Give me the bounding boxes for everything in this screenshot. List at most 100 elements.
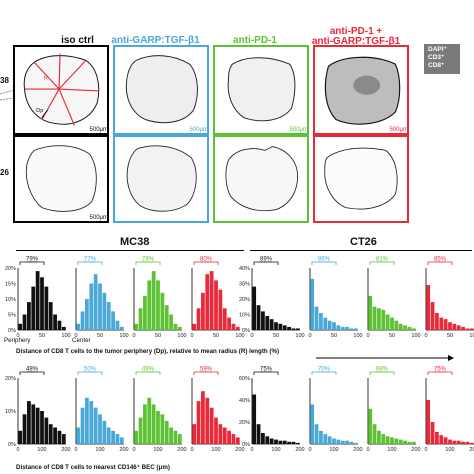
histogram-bar	[327, 436, 332, 444]
histogram-bar	[336, 325, 341, 330]
histogram-bar	[48, 424, 53, 444]
xtick-label: 0	[424, 447, 427, 453]
xtick-label: 200	[119, 447, 128, 453]
xtick-label: 50	[331, 333, 337, 339]
histogram-bar	[430, 302, 435, 330]
percent-bracket	[77, 371, 103, 375]
histogram-bar	[336, 439, 341, 444]
histogram-bar	[314, 306, 319, 330]
ytick-label: 20%	[239, 420, 250, 426]
xtick-label: 50	[447, 333, 453, 339]
histogram-bar	[291, 328, 296, 330]
histogram-bar	[173, 430, 178, 444]
histogram-bar	[22, 414, 27, 444]
histogram-bar	[269, 438, 274, 444]
histogram-bar	[411, 441, 416, 444]
scalebar-1: 500μm	[89, 127, 108, 133]
histogram-bar	[111, 430, 115, 444]
percent-bracket	[369, 261, 395, 265]
percent-label: 89%	[260, 257, 273, 263]
ytick-label: 60%	[239, 376, 250, 382]
histogram-bar	[353, 328, 358, 330]
histogram-bar	[119, 326, 124, 330]
xtick-label: 200	[411, 447, 420, 453]
histogram-bar	[205, 397, 210, 444]
histogram-bar	[340, 440, 345, 444]
ytick-label: 40%	[239, 266, 250, 272]
histogram-bar	[134, 323, 139, 330]
histogram-bar	[18, 430, 23, 444]
xtick-label: 0	[308, 333, 311, 339]
ytick-label: 20%	[5, 266, 16, 272]
histogram-bar	[18, 323, 23, 330]
xtick-label: 0	[16, 333, 19, 339]
tile-mc38-pd1	[213, 45, 309, 135]
histogram-bar	[381, 309, 386, 330]
histogram-bar	[340, 326, 345, 330]
histogram-bar	[452, 323, 457, 330]
scalebar-5: 500μm	[89, 215, 108, 221]
ytick-label: 20%	[5, 376, 16, 382]
percent-bracket	[427, 261, 453, 265]
histogram-bar	[269, 319, 274, 330]
histogram-bar	[368, 408, 373, 444]
histogram-bar	[282, 325, 287, 330]
model-divider-mc38	[16, 250, 244, 251]
iso-label-r: R	[44, 75, 48, 81]
histogram-bar	[31, 286, 36, 330]
xtick-label: 100	[177, 333, 186, 339]
histogram-bar	[381, 434, 386, 444]
histogram-bar	[27, 302, 31, 330]
histogram-bar	[93, 407, 98, 444]
histogram-bar	[209, 271, 214, 330]
percent-label: 75%	[260, 367, 273, 373]
histogram-bar	[192, 424, 197, 444]
histogram-bar	[169, 427, 173, 444]
col-title-garp: anti-GARP:TGF-β1	[111, 35, 200, 46]
histogram-bar	[173, 323, 178, 330]
tile-ct26-pd1	[213, 135, 309, 223]
histogram-bar	[40, 411, 44, 444]
histogram-bar	[134, 430, 139, 444]
histogram-bar	[469, 442, 474, 444]
xtick-label: 100	[153, 447, 162, 453]
histogram-bar	[85, 299, 89, 330]
histogram-bar	[368, 295, 373, 330]
percent-bracket	[19, 261, 45, 265]
histogram-bar	[40, 277, 44, 330]
xtick-label: 200	[353, 447, 362, 453]
xtick-label: 100	[119, 333, 128, 339]
histogram-bar	[196, 401, 201, 444]
histogram-bar	[218, 289, 223, 330]
xtick-label: 0	[132, 333, 135, 339]
histogram-bar	[106, 427, 111, 444]
xtick-label: 0	[190, 333, 193, 339]
histogram-bar	[345, 440, 349, 444]
histogram-bar	[403, 325, 407, 330]
xtick-label: 100	[295, 333, 304, 339]
histogram-bar	[349, 441, 354, 444]
histogram-bar	[372, 306, 377, 330]
histogram-bar	[430, 422, 435, 444]
histogram-bar	[353, 442, 358, 444]
histogram-bar	[160, 292, 165, 330]
histogram-bar	[256, 305, 261, 330]
histogram-bar	[53, 427, 57, 444]
xtick-label: 0	[424, 333, 427, 339]
histogram-bar	[22, 314, 27, 330]
histogram-bar	[147, 280, 152, 330]
col-title-combo-line1: anti-PD-1 +	[329, 26, 383, 37]
histogram-bar	[469, 328, 474, 330]
percent-label: 70%	[318, 367, 331, 373]
ytick-label: 0%	[242, 442, 250, 448]
xtick-label: 50	[213, 333, 219, 339]
percent-label: 80%	[200, 257, 213, 263]
histogram-bar	[295, 328, 300, 330]
tile-mc38-garp	[113, 45, 209, 135]
histogram-bar	[377, 308, 381, 330]
percent-label: 48%	[26, 367, 39, 373]
xtick-label: 200	[235, 447, 244, 453]
histogram-bar	[76, 427, 81, 444]
percent-label: 59%	[200, 367, 213, 373]
histogram-bar	[35, 271, 40, 330]
